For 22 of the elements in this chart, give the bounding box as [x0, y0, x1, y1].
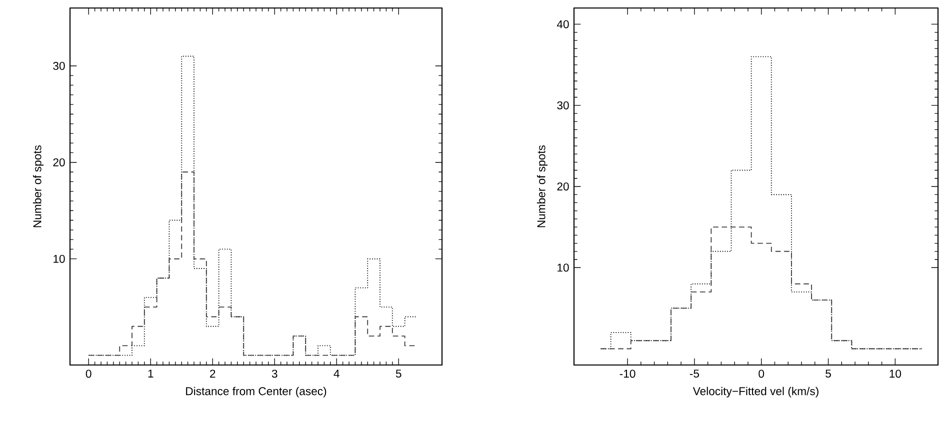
x-tick-label: 4: [334, 370, 340, 378]
x-tick-label: 3: [272, 370, 278, 378]
x-tick-label: 5: [396, 370, 402, 378]
x-tick-label: -10: [620, 370, 636, 378]
x-axis-title: Distance from Center (asec): [186, 386, 326, 398]
x-tick-label: 5: [826, 370, 831, 378]
y-tick-label: 10: [558, 264, 569, 272]
y-tick-label: 30: [53, 62, 65, 70]
y-axis-title: Number of spots: [536, 145, 548, 228]
x-tick-label: 2: [210, 370, 216, 378]
y-tick-label: 10: [54, 254, 65, 263]
x-tick-label: 10: [890, 370, 902, 378]
y-tick-label: 30: [557, 101, 569, 110]
y-axis-title: Number of spots: [32, 145, 44, 228]
y-tick-label: 20: [53, 158, 65, 166]
x-tick-label: 1: [148, 370, 154, 378]
x-tick-label: -5: [690, 370, 700, 378]
y-tick-label: 20: [557, 182, 569, 190]
x-tick-label: 0: [86, 370, 92, 378]
x-axis-title: Velocity−Fitted vel (km/s): [692, 386, 818, 398]
x-tick-label: 0: [758, 370, 764, 378]
y-tick-label: 40: [556, 20, 569, 28]
